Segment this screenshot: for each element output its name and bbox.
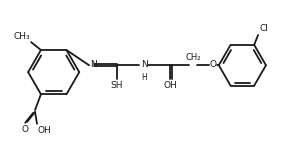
Text: CH₂: CH₂ xyxy=(185,53,201,62)
Text: H: H xyxy=(141,73,147,82)
Text: N: N xyxy=(90,60,97,69)
Text: Cl: Cl xyxy=(259,24,268,33)
Text: CH₃: CH₃ xyxy=(14,32,30,41)
Text: SH: SH xyxy=(110,81,123,90)
Text: O: O xyxy=(209,60,216,69)
Text: O: O xyxy=(22,125,29,134)
Text: OH: OH xyxy=(164,81,178,90)
Text: OH: OH xyxy=(38,126,52,135)
Text: N: N xyxy=(141,60,147,69)
